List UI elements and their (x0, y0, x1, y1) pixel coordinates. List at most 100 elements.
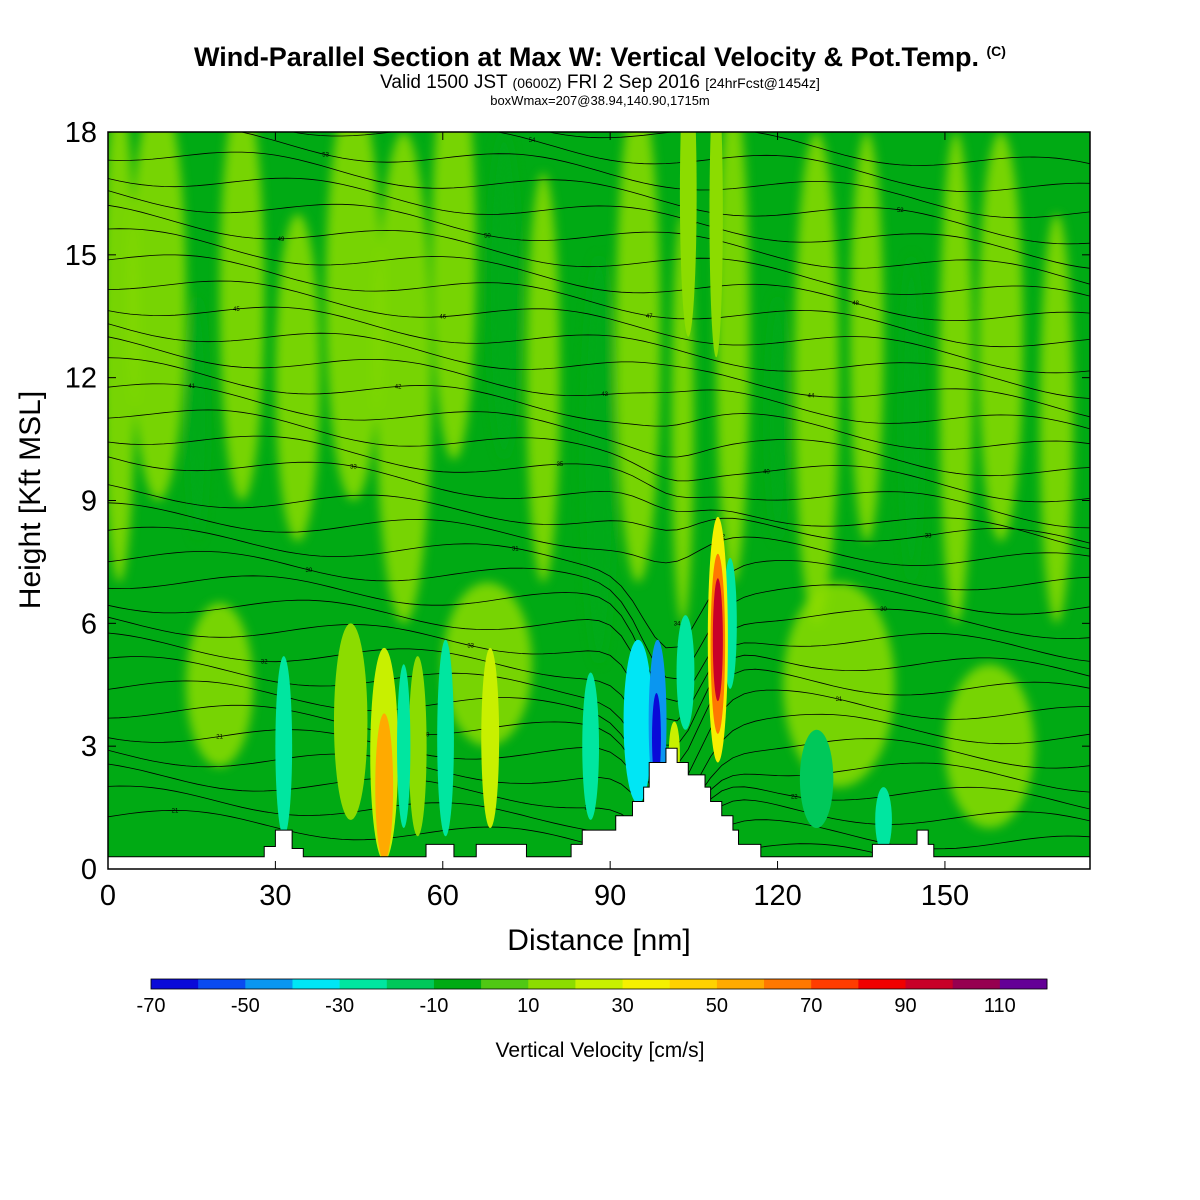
field-band-11 (615, 132, 661, 583)
y-axis: 0 3 6 9 12 15 18 (65, 117, 1090, 886)
theta-contour-31 (108, 132, 1090, 219)
colorbar-swatch (622, 979, 671, 989)
theta-label-19: 41 (188, 384, 195, 390)
w-cell-5 (275, 656, 293, 837)
forecast-info: [24hrFcst@1454z] (705, 75, 820, 91)
colorbar-tick-label: 110 (984, 995, 1016, 1017)
chart-title: Wind-Parallel Section at Max W: Vertical… (0, 42, 1200, 73)
x-tick-label: 30 (259, 880, 291, 912)
theta-contour-7 (108, 656, 1090, 791)
theta-label-23: 45 (233, 307, 240, 313)
theta-contour-16 (108, 456, 1090, 550)
background-bands (108, 132, 1074, 829)
field-band-8 (487, 132, 521, 460)
theta-contour-6 (108, 680, 1090, 809)
valid-time-date: FRI 2 Sep 2016 (566, 72, 700, 93)
theta-contour-9 (108, 616, 1090, 746)
theta-contour-5 (108, 704, 1090, 819)
theta-contour-23 (108, 306, 1090, 399)
field-band-2 (186, 295, 209, 542)
colorbar-swatch (858, 979, 907, 989)
field-band-3 (219, 132, 265, 501)
colorbar-swatch (481, 979, 529, 989)
field-band-19 (978, 132, 1024, 542)
theta-label-9: 33 (467, 644, 474, 650)
y-tick-label: 6 (81, 608, 97, 640)
colorbar-tick-label: -70 (137, 995, 166, 1017)
field-band-21 (186, 602, 254, 767)
theta-contour-15 (108, 484, 1090, 544)
theta-label-12: 30 (306, 568, 313, 574)
theta-contour-24 (108, 280, 1090, 374)
field-band-20 (1039, 213, 1074, 624)
field-band-23 (783, 582, 895, 788)
theta-contour-32 (290, 132, 1090, 193)
theta-label-3: 22 (791, 794, 798, 800)
theta-label-4: 21 (216, 734, 223, 740)
theta-label-8: 32 (261, 660, 268, 666)
vertical-velocity-field (108, 132, 1074, 829)
x-axis-label: Distance [nm] (507, 924, 690, 957)
w-cell-12 (676, 615, 695, 730)
w-cell-4 (408, 656, 427, 837)
theta-label-7: 31 (836, 697, 843, 703)
w-cell-7 (437, 639, 454, 837)
colorbar-swatch (999, 979, 1048, 989)
theta-label-28: 50 (484, 233, 491, 239)
theta-contour-20 (108, 357, 1090, 450)
colorbar-swatch (245, 979, 293, 989)
theta-contour-21 (108, 336, 1090, 430)
colorbar-swatch (292, 979, 341, 989)
w-cell-18 (679, 132, 697, 337)
theta-label-15: 33 (925, 533, 932, 539)
colorbar-tick-label: 50 (706, 995, 728, 1017)
theta-contour-11 (108, 575, 1090, 702)
field-band-17 (900, 254, 923, 583)
theta-label-32: 54 (529, 138, 536, 144)
theta-contour-28 (108, 190, 1090, 285)
box-wmax-line: boxWmax=207@38.94,140.90,1715m (490, 93, 710, 108)
w-cell-20 (799, 729, 834, 829)
w-cell-0 (375, 713, 394, 861)
valid-time-prefix: Valid 1500 JST (380, 72, 508, 93)
theta-label-21: 43 (601, 392, 608, 398)
y-tick-label: 18 (65, 117, 97, 149)
y-tick-label: 12 (65, 363, 97, 395)
theta-label-16: 33 (350, 464, 357, 470)
colorbar: -70 -50 -30 -10 10 30 50 70 90 110 (137, 978, 1048, 1017)
w-cell-9 (623, 639, 653, 804)
theta-label-30: 52 (897, 208, 904, 214)
x-axis: 0 30 60 90 120 150 (100, 132, 969, 912)
theta-contour-10 (108, 599, 1090, 722)
x-tick-label: 150 (921, 880, 969, 912)
theta-label-0: 21 (172, 808, 179, 814)
field-band-9 (526, 172, 560, 583)
colorbar-swatch (669, 979, 718, 989)
theta-label-31: 53 (322, 153, 329, 159)
theta-contour-27 (108, 204, 1090, 297)
theta-contour-3 (108, 749, 1090, 832)
colorbar-tick-label: -50 (231, 995, 260, 1017)
theta-label-25: 47 (646, 314, 653, 320)
theta-label-17: 35 (557, 462, 564, 468)
colorbar-tick-label: 30 (611, 995, 633, 1017)
theta-label-26: 48 (852, 301, 859, 307)
colorbar-swatch (339, 979, 388, 989)
chart-title-text: Wind-Parallel Section at Max W: Vertical… (194, 42, 979, 72)
vertical-velocity-cells (275, 132, 892, 861)
field-band-18 (939, 132, 973, 624)
theta-contour-33 (547, 132, 1090, 166)
theta-contour-19 (108, 383, 1090, 477)
field-band-15 (794, 132, 839, 624)
y-tick-label: 9 (81, 486, 97, 518)
field-band-14 (766, 295, 789, 542)
field-band-4 (275, 213, 321, 542)
terrain-profile (108, 747, 1090, 869)
theta-contour-13 (108, 526, 1090, 649)
colorbar-swatch (575, 979, 624, 989)
x-tick-label: 60 (427, 880, 459, 912)
theta-label-13: 31 (512, 546, 519, 552)
theta-label-10: 34 (674, 622, 681, 628)
colorbar-swatch (811, 979, 859, 989)
